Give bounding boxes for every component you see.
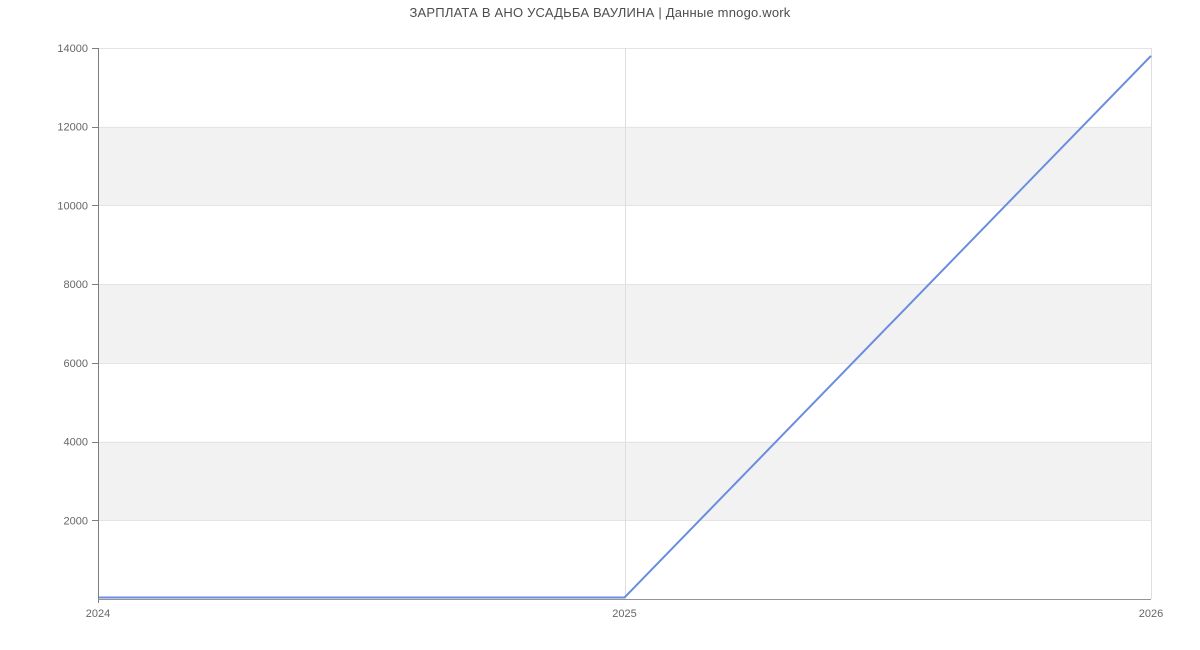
y-axis-tick-label: 4000 [64, 437, 88, 449]
x-axis-tick-label: 2024 [86, 608, 110, 620]
background-band [98, 284, 1151, 363]
x-axis-tick-label: 2025 [612, 608, 636, 620]
y-axis-tick-label: 12000 [57, 122, 88, 134]
chart-title: ЗАРПЛАТА В АНО УСАДЬБА ВАУЛИНА | Данные … [409, 5, 791, 20]
background-band [98, 126, 1151, 206]
y-axis-tick-label: 8000 [64, 279, 88, 291]
background-band [98, 441, 1151, 521]
y-axis-tick-label: 6000 [64, 358, 88, 370]
y-axis-tick-label: 10000 [57, 200, 88, 212]
salary-line-series [98, 55, 1152, 599]
y-axis-tick-label: 2000 [64, 515, 88, 527]
y-axis-tick-label: 14000 [57, 43, 88, 55]
x-axis-tick-label: 2026 [1139, 608, 1163, 620]
